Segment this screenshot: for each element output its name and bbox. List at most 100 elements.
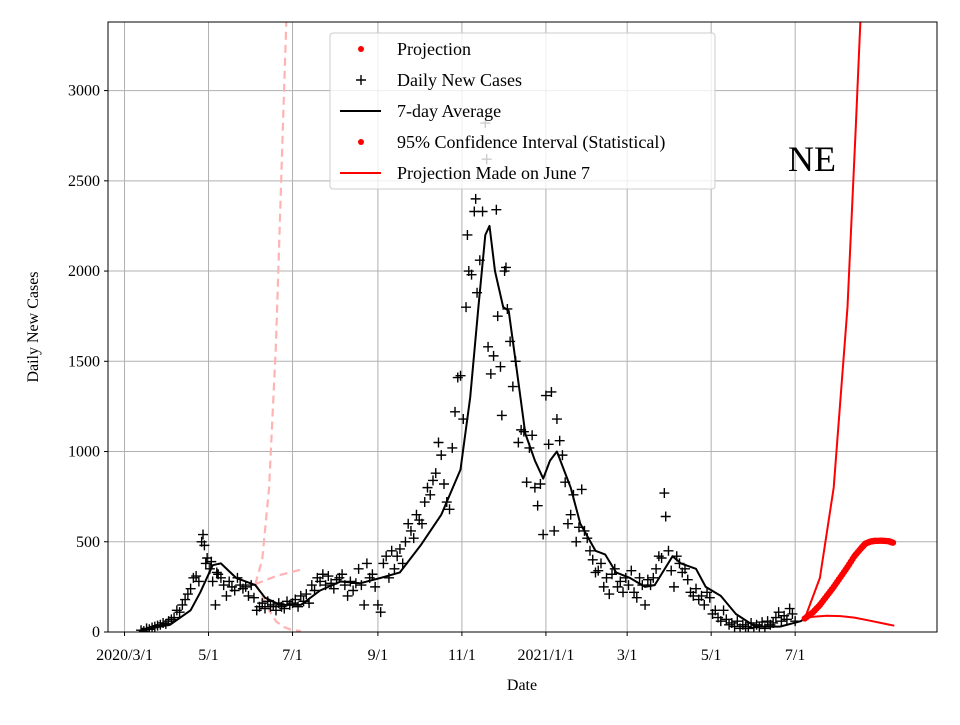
daily-case-point: [348, 585, 359, 596]
daily-case-point: [648, 572, 659, 583]
daily-case-point: [403, 518, 414, 529]
daily-case-point: [416, 518, 427, 529]
daily-case-point: [513, 437, 524, 448]
legend-label: 95% Confidence Interval (Statistical): [397, 132, 665, 153]
daily-case-point: [642, 574, 653, 585]
y-tick-label: 2500: [68, 173, 100, 190]
daily-case-point: [699, 599, 710, 610]
daily-case-point: [784, 603, 795, 614]
daily-case-point: [185, 583, 196, 594]
daily-case-point: [257, 598, 268, 609]
daily-case-point: [422, 482, 433, 493]
daily-case-point: [618, 587, 629, 598]
daily-case-point: [659, 488, 670, 499]
daily-case-point: [732, 616, 743, 627]
daily-case-point: [631, 592, 642, 603]
y-axis: 0 500 1000 1500 2000 2500 3000: [68, 83, 108, 641]
daily-case-point: [356, 580, 367, 591]
daily-case-point: [221, 590, 232, 601]
daily-case-point: [361, 558, 372, 569]
daily-case-point: [477, 206, 488, 217]
daily-case-point: [394, 543, 405, 554]
daily-case-point: [218, 580, 229, 591]
daily-case-point: [488, 350, 499, 361]
daily-case-point: [447, 442, 458, 453]
daily-case-point: [593, 565, 604, 576]
daily-case-point: [663, 545, 674, 556]
earlier-projection-middle-line: [254, 568, 302, 586]
daily-case-point: [615, 576, 626, 587]
daily-case-point: [337, 569, 348, 580]
legend-dot-marker: [358, 46, 364, 52]
daily-case-point: [543, 439, 554, 450]
x-tick-label: 5/1: [198, 647, 218, 664]
projection-dot: [889, 539, 897, 546]
daily-case-point: [634, 572, 645, 583]
daily-case-point: [776, 616, 787, 627]
earlier-projection-upper-line: [254, 22, 288, 585]
daily-case-point: [248, 592, 259, 603]
daily-case-point: [598, 581, 609, 592]
daily-case-point: [691, 583, 702, 594]
daily-case-point: [427, 475, 438, 486]
x-tick-label: 9/1: [368, 647, 388, 664]
daily-case-point: [601, 572, 612, 583]
daily-case-point: [554, 435, 565, 446]
daily-case-point: [182, 589, 193, 600]
daily-case-point: [306, 580, 317, 591]
daily-case-point: [551, 414, 562, 425]
daily-case-point: [696, 590, 707, 601]
daily-case-point: [538, 529, 549, 540]
daily-case-point: [651, 563, 662, 574]
daily-case-point: [496, 410, 507, 421]
daily-case-point: [485, 368, 496, 379]
chart-title: NE: [788, 139, 836, 179]
legend-label: Daily New Cases: [397, 70, 522, 90]
daily-case-point: [507, 381, 518, 392]
daily-case-point: [444, 504, 455, 515]
daily-case-point: [787, 608, 798, 619]
daily-case-point: [359, 599, 370, 610]
y-axis-label: Daily New Cases: [25, 271, 42, 382]
legend: Projection Daily New Cases 7-day Average 95…: [329, 32, 716, 190]
x-tick-label: 3/1: [617, 647, 637, 664]
daily-case-point: [191, 571, 202, 582]
daily-case-point: [483, 341, 494, 352]
daily-case-point: [656, 553, 667, 564]
daily-case-point: [562, 518, 573, 529]
daily-case-point: [180, 594, 191, 605]
daily-case-point: [532, 500, 543, 511]
daily-case-point: [290, 594, 301, 605]
daily-case-point: [386, 545, 397, 556]
earlier-projection-lower-line: [254, 583, 301, 632]
daily-case-point: [461, 302, 472, 313]
daily-case-point: [612, 581, 623, 592]
daily-case-point: [295, 590, 306, 601]
daily-case-point: [604, 589, 615, 600]
daily-case-point: [715, 616, 726, 627]
daily-case-point: [207, 576, 218, 587]
daily-case-point: [375, 607, 386, 618]
axes-frame: [107, 21, 938, 633]
seven-day-average-line: [140, 224, 806, 632]
daily-case-point: [521, 477, 532, 488]
x-axis: 2020/3/1 5/1 7/1 9/1 11/1 2021/1/1 3/1 5/1 7/1: [96, 632, 805, 664]
daily-case-point: [419, 497, 430, 508]
daily-case-point: [436, 450, 447, 461]
daily-case-point: [718, 605, 729, 616]
x-tick-label: 7/1: [785, 647, 805, 664]
daily-case-point: [439, 479, 450, 490]
daily-case-point: [500, 262, 511, 273]
daily-case-point: [540, 390, 551, 401]
legend-label: Projection: [397, 39, 471, 59]
y-tick-label: 1000: [68, 444, 100, 461]
daily-case-point: [342, 590, 353, 601]
daily-case-point: [411, 509, 422, 520]
daily-case-point: [171, 605, 182, 616]
x-tick-label: 2020/3/1: [96, 647, 153, 664]
daily-case-point: [757, 617, 768, 628]
projection-upper-line: [803, 22, 862, 619]
daily-case-point: [317, 569, 328, 580]
legend-box: [329, 32, 716, 190]
daily-case-point: [224, 576, 235, 587]
